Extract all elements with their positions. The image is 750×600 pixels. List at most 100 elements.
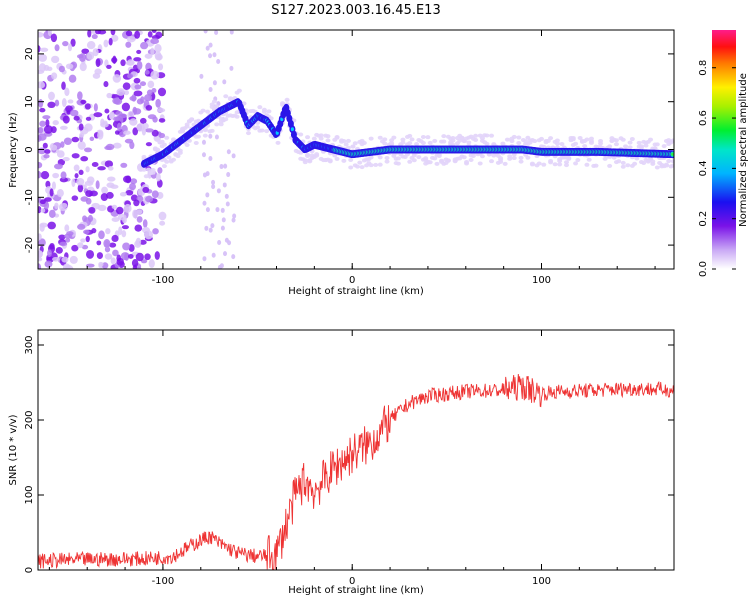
heatmap-cell [144, 230, 154, 240]
heatmap-cell [211, 252, 216, 258]
heatmap-cell [151, 190, 159, 199]
heatmap-cell [343, 142, 349, 147]
heatmap-cell [127, 73, 134, 79]
heatmap-cell [150, 47, 155, 56]
heatmap-cell [607, 163, 613, 168]
heatmap-cell [636, 140, 642, 145]
heatmap-cell [145, 142, 152, 147]
heatmap-cell [184, 122, 190, 127]
heatmap-cell [64, 224, 70, 232]
heatmap-cell [196, 134, 202, 139]
heatmap-cell [115, 111, 123, 116]
heatmap-cell [134, 224, 143, 232]
heatmap-cell [154, 51, 162, 60]
heatmap-cell [122, 82, 131, 90]
heatmap-cell [427, 140, 433, 145]
heatmap-cell [122, 217, 127, 224]
heatmap-cell [516, 135, 522, 140]
heatmap-cell [473, 133, 479, 138]
heatmap-cell [80, 156, 89, 162]
heatmap-cell [156, 179, 163, 188]
heatmap-cell [219, 263, 224, 269]
heatmap-cell [400, 140, 406, 145]
heatmap-cell [479, 154, 485, 159]
heatmap-ytick-label: 20 [24, 48, 35, 61]
heatmap-cell [643, 143, 649, 148]
heatmap-cell [42, 142, 48, 149]
heatmap-cell [202, 200, 207, 206]
heatmap-cell [202, 133, 208, 138]
heatmap-cell [627, 140, 633, 145]
heatmap-cell [80, 99, 87, 105]
heatmap-cell [97, 204, 107, 212]
heatmap-cell [93, 103, 98, 112]
heatmap-cell [334, 156, 340, 161]
heatmap-cell [39, 199, 46, 205]
heatmap-cell [616, 159, 622, 164]
heatmap-cell [666, 159, 672, 164]
heatmap-cell [136, 209, 143, 215]
heatmap-cell [598, 141, 604, 146]
heatmap-cell [245, 131, 251, 136]
heatmap-cell [97, 130, 104, 140]
heatmap-cell [489, 159, 495, 164]
heatmap-cell [203, 30, 208, 34]
heatmap-cell [62, 157, 70, 162]
heatmap-cell [52, 172, 60, 179]
heatmap-cell [201, 139, 206, 145]
heatmap-cell [377, 162, 383, 167]
heatmap-cell [532, 139, 538, 144]
heatmap-cell [59, 241, 68, 247]
heatmap-cell [152, 116, 158, 123]
heatmap-cell [67, 99, 74, 104]
heatmap-cell [78, 53, 87, 62]
heatmap-cell [77, 184, 84, 193]
heatmap-cell [140, 41, 149, 50]
heatmap-cell [47, 221, 56, 230]
heatmap-cell [38, 31, 44, 38]
heatmap-cell [112, 249, 119, 257]
heatmap-cell [125, 175, 132, 184]
heatmap-cell [133, 199, 140, 207]
heatmap-cell [177, 150, 183, 155]
heatmap-cell [407, 133, 413, 138]
heatmap-cell [202, 128, 208, 133]
heatmap-cell [221, 217, 226, 223]
heatmap-cell [373, 162, 379, 167]
heatmap-cell [67, 43, 73, 52]
heatmap-cell [96, 252, 103, 260]
heatmap-cell [205, 109, 211, 114]
heatmap-cell [498, 159, 504, 164]
heatmap-cell [345, 145, 351, 150]
heatmap-cell [511, 134, 517, 139]
heatmap-ytick-label: 10 [24, 95, 35, 108]
heatmap-cell [554, 138, 560, 143]
heatmap-cell [157, 108, 166, 113]
heatmap-cell [112, 97, 121, 105]
heatmap-cell [62, 115, 70, 124]
colorbar-label: Normalized spectral amplitude [738, 73, 749, 227]
heatmap-cell [91, 228, 97, 234]
heatmap-cell [368, 155, 374, 160]
heatmap-cell [593, 163, 599, 168]
heatmap-cell [39, 107, 46, 113]
heatmap-cell [76, 177, 85, 186]
heatmap-cell [145, 195, 154, 203]
heatmap-cell [111, 204, 118, 210]
heatmap-cell [341, 138, 347, 143]
heatmap-cell [613, 142, 619, 147]
heatmap-cell [557, 162, 563, 167]
heatmap-cell [141, 167, 147, 172]
heatmap-cell [136, 98, 144, 105]
heatmap-cell [74, 173, 79, 179]
heatmap-cell [58, 234, 66, 240]
heatmap-cell [395, 156, 401, 161]
heatmap-cell [71, 153, 80, 159]
heatmap-cell [100, 122, 109, 128]
heatmap-cell [66, 231, 74, 236]
heatmap-cell [219, 164, 224, 170]
heatmap-cell [80, 238, 86, 243]
heatmap-cell [504, 137, 510, 142]
heatmap-cell [39, 120, 46, 127]
